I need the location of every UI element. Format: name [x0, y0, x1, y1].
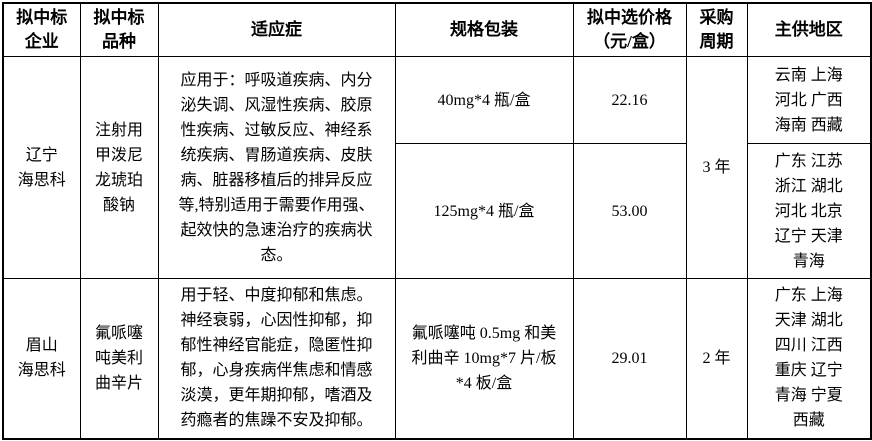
col-header-product: 拟中标 品种: [79, 2, 159, 57]
period-cell: 3 年: [685, 56, 748, 279]
price-cell: 22.16: [572, 56, 687, 144]
spec-cell: 125mg*4 瓶/盒: [394, 143, 574, 279]
col-header-price: 拟中选价格 （元/盒）: [572, 2, 687, 57]
indication-cell: 应用于：呼吸道疾病、内分 泌失调、风湿性疾病、胶原 性疾病、过敏反应、神经系 统…: [157, 56, 396, 279]
indication-cell: 用于轻、中度抑郁和焦虑。 神经衰弱，心因性抑郁，抑 郁性神经官能症，隐匿性抑 郁…: [157, 278, 396, 439]
table-row: 眉山 海思科 氟哌噻 吨美利 曲辛片 用于轻、中度抑郁和焦虑。 神经衰弱，心因性…: [2, 278, 872, 439]
header-row: 拟中标 企业 拟中标 品种 适应症 规格包装 拟中选价格 （元/盒） 采购 周期…: [2, 2, 872, 57]
price-cell: 53.00: [572, 143, 687, 279]
col-header-spec: 规格包装: [394, 2, 574, 57]
company-cell: 辽宁 海思科: [2, 56, 81, 279]
regions-cell: 云南 上海 河北 广西 海南 西藏: [746, 56, 872, 144]
price-cell: 29.01: [572, 278, 687, 439]
col-header-regions: 主供地区: [746, 2, 872, 57]
product-cell: 注射用 甲泼尼 龙琥珀 酸钠: [79, 56, 159, 279]
table-row: 125mg*4 瓶/盒 53.00 广东 江苏 浙江 湖北 河北 北京 辽宁 天…: [3, 143, 872, 279]
company-cell: 眉山 海思科: [2, 278, 81, 439]
period-cell: 2 年: [685, 278, 748, 439]
product-cell: 氟哌噻 吨美利 曲辛片: [79, 278, 159, 439]
regions-cell: 广东 上海 天津 湖北 四川 江西 重庆 辽宁 青海 宁夏 西藏: [746, 278, 872, 439]
col-header-company: 拟中标 企业: [2, 2, 81, 57]
table-row: 辽宁 海思科 注射用 甲泼尼 龙琥珀 酸钠 应用于：呼吸道疾病、内分 泌失调、风…: [2, 56, 872, 279]
spec-cell: 氟哌噻吨 0.5mg 和美 利曲辛 10mg*7 片/板 *4 板/盒: [394, 278, 574, 439]
regions-cell: 广东 江苏 浙江 湖北 河北 北京 辽宁 天津 青海: [746, 143, 872, 279]
col-header-period: 采购 周期: [685, 2, 748, 57]
spec-cell: 40mg*4 瓶/盒: [394, 56, 574, 144]
col-header-indication: 适应症: [157, 2, 396, 57]
